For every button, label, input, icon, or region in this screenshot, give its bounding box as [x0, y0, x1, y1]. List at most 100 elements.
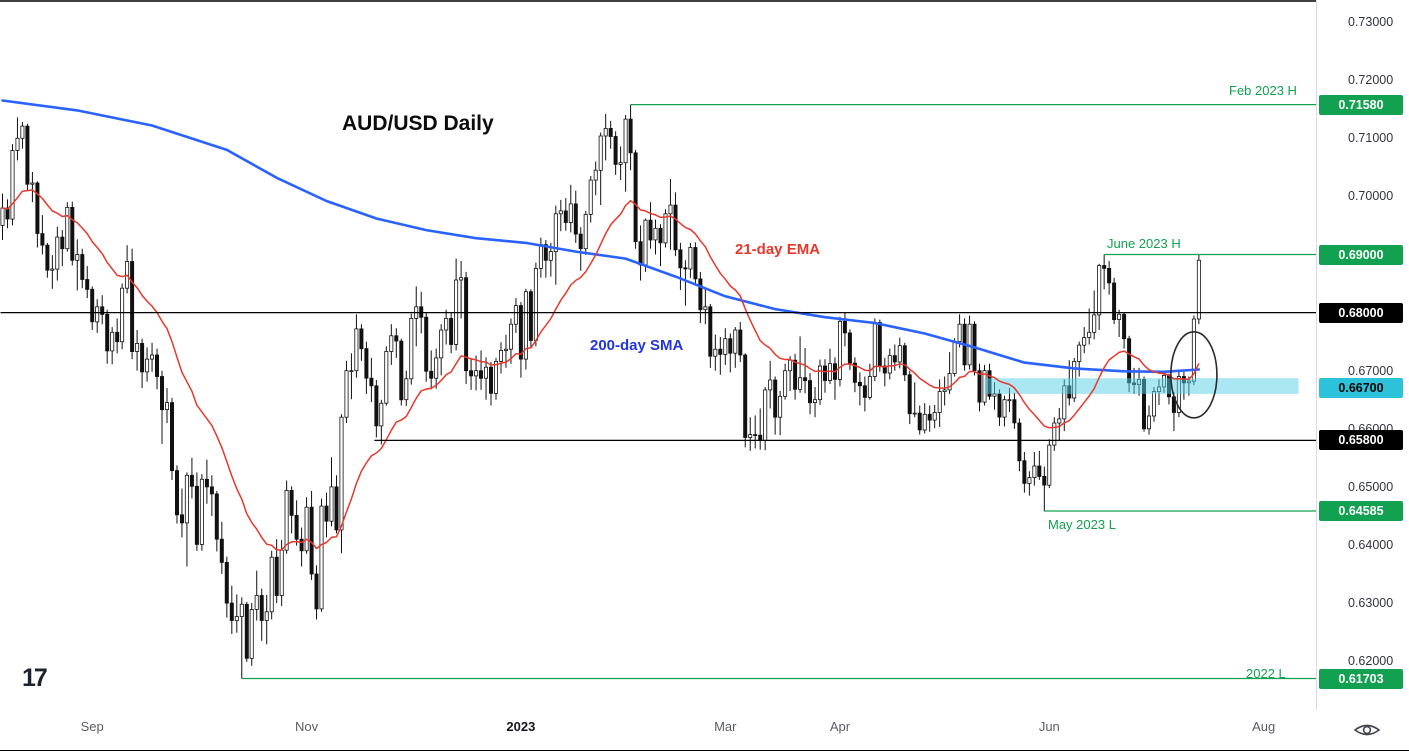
candle — [469, 370, 474, 377]
candle — [997, 393, 1002, 418]
candle — [329, 486, 334, 522]
candle — [1077, 344, 1082, 362]
candle — [1007, 399, 1012, 402]
candle — [20, 125, 25, 139]
candle — [658, 227, 663, 244]
candle — [439, 329, 444, 359]
price-axis[interactable]: 0.73000 0.72000 0.71000 0.70000 0.67000 0.660… — [1317, 0, 1409, 710]
candle — [1057, 418, 1062, 424]
candle — [194, 485, 199, 545]
candle — [643, 219, 648, 266]
candle — [25, 125, 30, 185]
candle — [498, 349, 503, 362]
candle — [374, 385, 379, 427]
candle — [394, 335, 399, 342]
time-axis[interactable]: Sep Nov 2023 Mar Apr Jun Aug — [0, 710, 1409, 750]
candle — [897, 345, 902, 363]
candle — [932, 412, 937, 421]
price-badge: 0.71580 — [1319, 94, 1403, 115]
candle — [110, 331, 115, 352]
candle — [902, 345, 907, 376]
candle — [1152, 391, 1157, 417]
candle — [369, 377, 374, 387]
candle — [773, 379, 778, 418]
candle — [733, 329, 738, 354]
candle — [528, 291, 533, 341]
candle — [389, 335, 394, 352]
tradingview-logo[interactable]: 17 — [22, 664, 48, 692]
candle — [269, 556, 274, 613]
candle — [533, 267, 538, 341]
eye-visibility-button[interactable] — [1352, 720, 1382, 740]
eye-icon — [1353, 724, 1381, 736]
candle — [668, 204, 673, 215]
candle — [75, 254, 80, 261]
candle — [548, 251, 553, 261]
candle — [85, 279, 90, 290]
candle — [429, 370, 434, 379]
candle — [344, 370, 349, 418]
price-badge: 0.68000 — [1319, 302, 1403, 323]
candle — [683, 267, 688, 270]
price-tick-label: 0.64000 — [1348, 538, 1394, 552]
candle — [917, 412, 922, 431]
candle — [100, 306, 105, 315]
candle — [483, 366, 488, 379]
candle — [718, 348, 723, 355]
candle — [488, 366, 493, 394]
candle — [693, 247, 698, 280]
candle — [254, 595, 259, 610]
candle — [0, 207, 5, 226]
candle — [663, 213, 668, 244]
candle — [808, 380, 813, 404]
candle — [45, 244, 50, 271]
candle — [613, 136, 618, 165]
candle — [523, 291, 528, 360]
candle — [518, 305, 523, 360]
candle — [459, 277, 464, 281]
support-zone[interactable] — [984, 378, 1299, 394]
candle — [882, 365, 887, 374]
candle — [434, 357, 439, 379]
candle — [234, 616, 239, 621]
candle — [1012, 399, 1017, 424]
candle — [444, 317, 449, 331]
ema-21-line[interactable] — [2, 189, 1200, 551]
candle — [1042, 475, 1047, 486]
candle — [359, 328, 364, 350]
candle — [1037, 465, 1042, 477]
candle — [35, 182, 40, 234]
candle — [593, 169, 598, 181]
candle — [60, 236, 65, 250]
price-badge: 0.64585 — [1319, 501, 1403, 521]
candle — [803, 377, 808, 382]
candle — [688, 247, 693, 270]
highlight-ellipse[interactable] — [1170, 330, 1218, 419]
candle — [588, 179, 593, 215]
price-tick-label: 0.67000 — [1348, 363, 1394, 378]
candle — [788, 359, 793, 372]
sma-200-line[interactable] — [1, 99, 1201, 374]
price-tick-label: 0.72000 — [1348, 73, 1394, 88]
candle — [10, 150, 15, 220]
candle — [977, 370, 982, 403]
candle — [813, 399, 818, 404]
time-tick-label: Nov — [295, 719, 319, 734]
candle — [633, 152, 638, 243]
candle — [364, 348, 369, 379]
candle — [30, 182, 35, 185]
candle — [1092, 314, 1097, 333]
candle — [608, 127, 613, 137]
time-tick-label: Jun — [1038, 719, 1060, 734]
candle — [179, 514, 184, 524]
candle — [653, 227, 658, 241]
candle — [927, 413, 932, 421]
candle — [793, 359, 798, 390]
candle — [508, 323, 513, 350]
candle — [867, 376, 872, 398]
candle — [992, 393, 997, 397]
candle — [738, 329, 743, 356]
candle — [842, 320, 847, 334]
